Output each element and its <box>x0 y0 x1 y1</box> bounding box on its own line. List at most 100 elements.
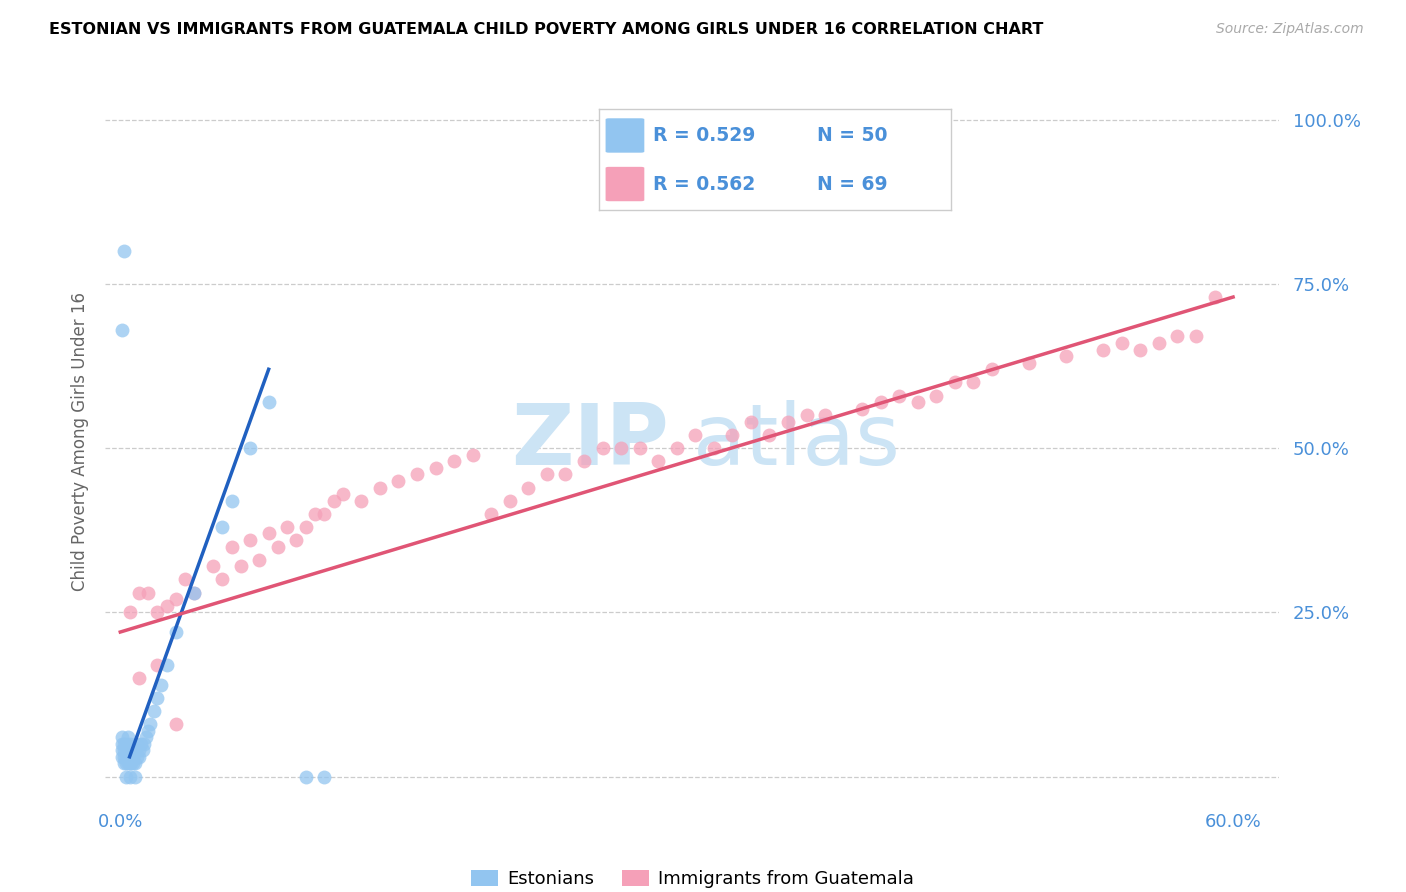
Point <box>406 467 429 482</box>
Point <box>628 441 651 455</box>
Point <box>1147 336 1170 351</box>
Point <box>146 657 169 672</box>
Point <box>156 599 179 613</box>
Point <box>314 770 336 784</box>
Point <box>350 493 373 508</box>
Point <box>112 749 135 764</box>
Point <box>128 743 150 757</box>
Point <box>814 409 837 423</box>
Point <box>142 704 165 718</box>
Point <box>610 441 633 455</box>
Point <box>120 743 142 757</box>
Point <box>592 441 614 455</box>
Point <box>285 533 308 547</box>
Point <box>294 770 316 784</box>
Point <box>122 756 145 771</box>
Point <box>124 770 146 784</box>
Point <box>1111 336 1133 351</box>
Point <box>128 585 150 599</box>
Point <box>925 388 948 402</box>
Point <box>120 756 142 771</box>
Point <box>889 388 911 402</box>
Point <box>118 605 141 619</box>
Point <box>1018 356 1040 370</box>
Point <box>665 441 688 455</box>
Point <box>796 409 818 423</box>
Point <box>112 737 135 751</box>
Point <box>118 770 141 784</box>
Point <box>124 756 146 771</box>
Point <box>499 493 522 508</box>
Point <box>943 376 966 390</box>
Point <box>111 323 134 337</box>
Point <box>1204 290 1226 304</box>
Point <box>125 737 148 751</box>
Point <box>683 428 706 442</box>
Point <box>647 454 669 468</box>
Point <box>136 723 159 738</box>
Point <box>211 573 233 587</box>
Point <box>165 592 187 607</box>
Point <box>174 573 197 587</box>
Point <box>758 428 780 442</box>
Point <box>703 441 725 455</box>
Point <box>239 441 262 455</box>
Point <box>314 507 336 521</box>
Point <box>257 526 280 541</box>
Point <box>1129 343 1152 357</box>
Point <box>115 756 138 771</box>
Point <box>112 756 135 771</box>
Point <box>122 749 145 764</box>
Point <box>554 467 576 482</box>
Point <box>118 756 141 771</box>
Point <box>479 507 502 521</box>
Point <box>304 507 326 521</box>
Point <box>165 625 187 640</box>
Point <box>156 657 179 672</box>
Y-axis label: Child Poverty Among Girls Under 16: Child Poverty Among Girls Under 16 <box>70 292 89 591</box>
Point <box>183 585 205 599</box>
Point <box>1185 329 1208 343</box>
Point <box>211 520 233 534</box>
Point <box>183 585 205 599</box>
Point <box>267 540 290 554</box>
Point <box>1092 343 1115 357</box>
Point <box>118 749 141 764</box>
Text: ESTONIAN VS IMMIGRANTS FROM GUATEMALA CHILD POVERTY AMONG GIRLS UNDER 16 CORRELA: ESTONIAN VS IMMIGRANTS FROM GUATEMALA CH… <box>49 22 1043 37</box>
Point <box>536 467 558 482</box>
Point <box>128 749 150 764</box>
Point <box>117 756 139 771</box>
Point <box>368 481 391 495</box>
Point <box>115 737 138 751</box>
Point <box>128 671 150 685</box>
Point <box>387 474 409 488</box>
Point <box>124 743 146 757</box>
Point <box>517 481 540 495</box>
Point <box>851 401 873 416</box>
Point <box>112 244 135 258</box>
Point <box>111 743 134 757</box>
Point <box>1054 349 1077 363</box>
Point <box>962 376 984 390</box>
Point <box>229 559 252 574</box>
Text: ZIP: ZIP <box>512 400 669 483</box>
Point <box>1166 329 1188 343</box>
Point <box>721 428 744 442</box>
Point <box>425 460 447 475</box>
Point <box>332 487 354 501</box>
Point <box>129 737 152 751</box>
Point <box>111 730 134 744</box>
Point <box>136 585 159 599</box>
Point <box>276 520 298 534</box>
Point <box>740 415 762 429</box>
Point <box>572 454 595 468</box>
Point <box>202 559 225 574</box>
Text: atlas: atlas <box>693 400 900 483</box>
Point <box>776 415 799 429</box>
Point <box>150 677 173 691</box>
Point <box>112 743 135 757</box>
Point <box>221 493 243 508</box>
Point <box>117 743 139 757</box>
Point <box>239 533 262 547</box>
Point <box>115 749 138 764</box>
